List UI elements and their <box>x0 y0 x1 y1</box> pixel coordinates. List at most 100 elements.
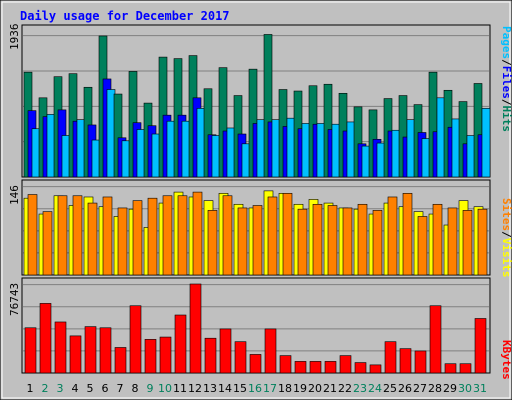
x-tick-label-day-9: 9 <box>147 382 154 395</box>
bar-kbytes-day-1 <box>24 327 37 374</box>
bar-sites-day-10 <box>162 195 173 276</box>
x-tick-label-day-1: 1 <box>27 382 34 395</box>
bar-sites-day-25 <box>387 196 398 276</box>
bar-kbytes-day-16 <box>249 354 262 374</box>
y-max-label-middle: 146 <box>8 185 21 205</box>
bar-kbytes-day-5 <box>84 326 97 374</box>
bar-sites-day-12 <box>192 191 203 276</box>
x-tick-label-day-6: 6 <box>102 382 109 395</box>
bars-bottom <box>24 283 487 374</box>
bar-kbytes-day-28 <box>429 305 442 374</box>
bar-kbytes-day-22 <box>339 355 352 374</box>
legend-entry: / <box>500 99 512 106</box>
bar-sites-day-8 <box>132 200 143 276</box>
bar-kbytes-day-15 <box>234 341 247 374</box>
x-tick-label-day-20: 20 <box>308 382 322 395</box>
bar-kbytes-day-27 <box>414 350 427 374</box>
chart-title: Daily usage for December 2017 <box>20 9 230 23</box>
legend-entry: Sites <box>500 198 512 231</box>
x-tick-label-day-3: 3 <box>57 382 64 395</box>
x-tick-label-day-8: 8 <box>132 382 139 395</box>
bar-kbytes-day-19 <box>294 361 307 374</box>
bar-sites-day-23 <box>357 203 368 276</box>
bar-sites-day-2 <box>42 211 53 276</box>
x-tick-label-day-21: 21 <box>323 382 337 395</box>
x-tick-label-day-24: 24 <box>368 382 382 395</box>
legend-middle: Sites/Visits <box>500 198 512 278</box>
legend-entry: Files <box>500 66 512 99</box>
x-tick-label-day-19: 19 <box>293 382 307 395</box>
bar-sites-day-19 <box>297 208 308 276</box>
bar-kbytes-day-30 <box>459 363 472 374</box>
bar-kbytes-day-25 <box>384 341 397 374</box>
x-tick-label-day-2: 2 <box>42 382 49 395</box>
bar-kbytes-day-21 <box>324 361 337 374</box>
legend-entry: / <box>500 231 512 238</box>
x-tick-label-day-18: 18 <box>278 382 292 395</box>
x-tick-label-day-23: 23 <box>353 382 367 395</box>
bar-sites-day-29 <box>447 207 458 276</box>
bar-sites-day-3 <box>57 195 68 276</box>
bar-sites-day-21 <box>327 205 338 276</box>
bar-kbytes-day-8 <box>129 305 142 374</box>
panel-hits-files-pages: 1936 Pages/Files/Hits <box>8 24 512 178</box>
x-tick-label-day-7: 7 <box>117 382 124 395</box>
bar-sites-day-6 <box>102 196 113 276</box>
legend-entry: Visits <box>500 238 512 278</box>
x-axis-day-labels: 1 2 3 4 5 6 7 8 9 10 11 12 13 14 15 16 17 18 19 20 21 22 23 24 2… <box>27 382 488 395</box>
bar-kbytes-day-9 <box>144 339 157 374</box>
bar-sites-day-15 <box>237 207 248 276</box>
legend-entry: KBytes <box>500 340 512 380</box>
legend-entry: Hits <box>500 106 512 133</box>
bar-kbytes-day-12 <box>189 283 202 374</box>
bar-kbytes-day-23 <box>354 362 367 374</box>
x-tick-label-day-5: 5 <box>87 382 94 395</box>
bar-sites-day-11 <box>177 195 188 276</box>
bar-kbytes-day-24 <box>369 364 382 374</box>
bar-kbytes-day-20 <box>309 361 322 374</box>
legend-entry: / <box>500 59 512 66</box>
bar-sites-day-16 <box>252 205 263 276</box>
bar-sites-day-9 <box>147 197 158 276</box>
x-tick-label-day-30: 30 <box>458 382 472 395</box>
bars-middle <box>23 190 488 276</box>
bar-sites-day-20 <box>312 203 323 276</box>
bar-kbytes-day-10 <box>159 336 172 374</box>
bar-kbytes-day-26 <box>399 348 412 374</box>
bar-sites-day-17 <box>267 196 278 276</box>
bar-sites-day-4 <box>72 195 83 276</box>
x-tick-label-day-16: 16 <box>248 382 262 395</box>
bar-kbytes-day-6 <box>99 327 112 374</box>
x-tick-label-day-25: 25 <box>383 382 397 395</box>
x-tick-label-day-14: 14 <box>218 382 232 395</box>
x-tick-label-day-4: 4 <box>72 382 79 395</box>
y-max-label-top: 1936 <box>8 24 21 51</box>
bar-pages-day-31 <box>481 108 491 178</box>
x-tick-label-day-15: 15 <box>233 382 247 395</box>
bar-kbytes-day-14 <box>219 328 232 374</box>
x-tick-label-day-31: 31 <box>473 382 487 395</box>
x-tick-label-day-22: 22 <box>338 382 352 395</box>
bar-sites-day-24 <box>372 210 383 276</box>
x-tick-label-day-26: 26 <box>398 382 412 395</box>
bar-sites-day-18 <box>282 193 293 276</box>
bar-sites-day-7 <box>117 207 128 276</box>
x-tick-label-day-29: 29 <box>443 382 457 395</box>
bar-sites-day-28 <box>432 203 443 276</box>
x-tick-label-day-28: 28 <box>428 382 442 395</box>
legend-bottom: KBytes <box>500 340 512 380</box>
bar-sites-day-27 <box>417 216 428 276</box>
panel-kbytes: 76743 KBytes <box>8 277 512 380</box>
bar-sites-day-22 <box>342 207 353 276</box>
bars-top <box>23 34 491 178</box>
panel-sites-visits: 146 Sites/Visits <box>8 179 512 278</box>
bar-kbytes-day-31 <box>474 318 487 374</box>
x-tick-label-day-10: 10 <box>158 382 172 395</box>
x-tick-label-day-12: 12 <box>188 382 202 395</box>
bar-sites-day-13 <box>207 210 218 276</box>
bar-kbytes-day-18 <box>279 355 292 374</box>
bar-sites-day-14 <box>222 195 233 276</box>
